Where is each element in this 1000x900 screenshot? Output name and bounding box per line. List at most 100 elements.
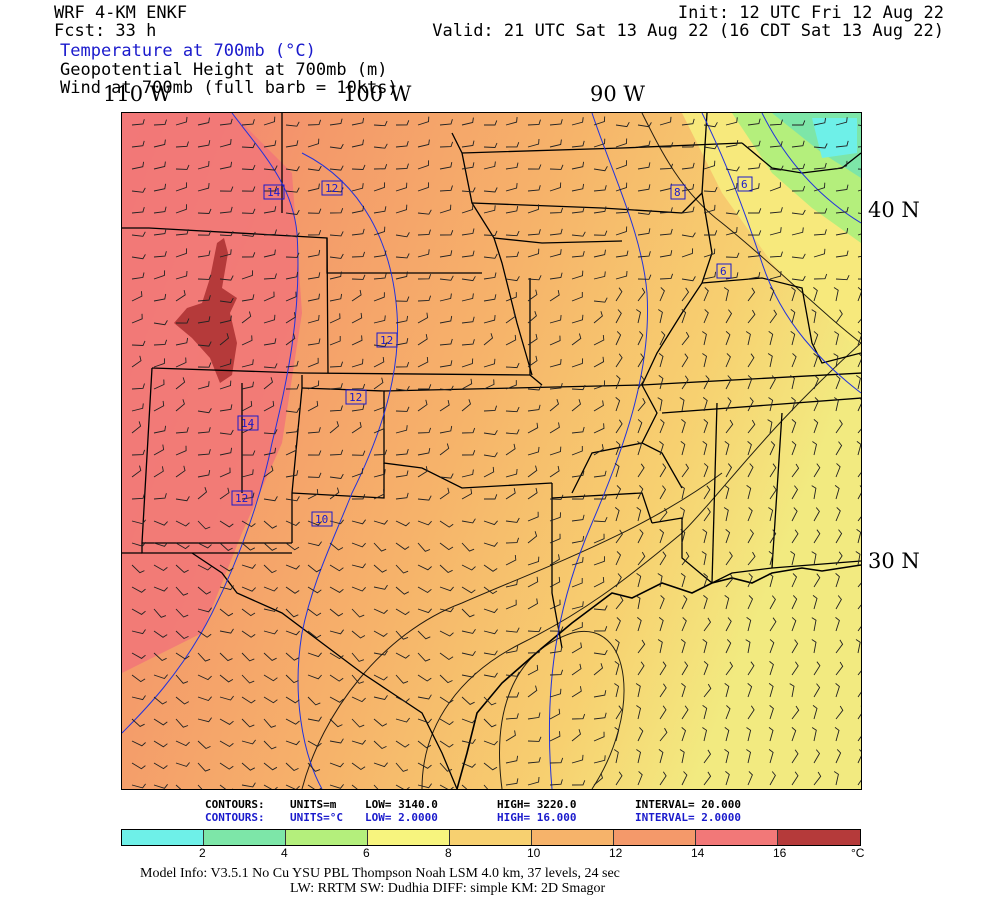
wind-barb: [439, 718, 454, 726]
wind-barb: [835, 683, 840, 698]
wind-barb: [549, 182, 562, 192]
wind-barb: [659, 441, 664, 456]
wind-barb: [703, 595, 708, 610]
wind-barb: [417, 399, 428, 412]
wind-barb: [219, 429, 234, 435]
wind-barb: [219, 608, 234, 617]
wind-barb: [395, 385, 410, 392]
wind-barb: [745, 331, 751, 346]
wind-barb: [131, 355, 142, 368]
wind-barb: [329, 208, 344, 214]
wind-barb: [769, 639, 775, 654]
gulf-coastline: [456, 564, 861, 789]
wind-barb: [681, 162, 695, 170]
wind-barb: [527, 333, 538, 346]
field-temperature-label: Temperature at 700mb (°C): [60, 41, 316, 61]
wind-barb: [219, 564, 234, 572]
wind-barb: [285, 271, 299, 280]
wind-barb: [351, 784, 365, 789]
wind-barb: [703, 187, 718, 193]
wind-barb: [746, 485, 752, 500]
wind-barb: [285, 542, 300, 551]
wind-barb: [461, 228, 475, 236]
wind-barb: [811, 551, 817, 566]
wind-barb: [373, 564, 387, 573]
weather-map[interactable]: 14 12 8 6 6 12: [121, 112, 862, 790]
wind-barb: [285, 470, 299, 478]
wind-barb: [505, 380, 517, 390]
wind-barb: [769, 251, 783, 258]
wind-barb: [175, 496, 190, 502]
wind-barb: [790, 375, 795, 390]
wind-barb: [813, 182, 826, 192]
wind-barb: [153, 652, 167, 662]
wind-barb: [593, 444, 604, 456]
wind-barb: [483, 629, 498, 635]
wind-barb: [724, 683, 730, 698]
wind-barb: [812, 441, 818, 456]
wind-barb: [549, 359, 562, 368]
wind-barb: [813, 507, 820, 522]
wind-barb: [505, 406, 520, 413]
wind-barb: [703, 617, 712, 632]
wind-barb: [835, 507, 841, 522]
wind-barb: [747, 441, 752, 456]
wind-barb: [483, 784, 489, 789]
wind-barb: [813, 397, 820, 412]
wind-barb: [285, 333, 296, 346]
wind-barb: [241, 652, 255, 662]
wind-barb: [637, 551, 646, 566]
wind-barb: [417, 182, 429, 192]
height-contours: [301, 113, 861, 789]
wind-barb: [505, 142, 520, 148]
wind-barb: [483, 740, 498, 746]
wind-barb: [747, 705, 755, 720]
wind-barb: [307, 338, 321, 346]
wind-barb: [285, 674, 299, 684]
wind-barb: [417, 762, 432, 769]
wind-barb: [307, 740, 322, 747]
contour-label: 6: [737, 176, 753, 192]
wind-barb: [241, 608, 256, 617]
wind-barb: [373, 164, 388, 170]
wind-barb: [175, 164, 190, 170]
wind-barb: [351, 358, 364, 368]
wind-barb: [483, 762, 498, 771]
wind-barb: [285, 630, 300, 636]
wind-barb: [153, 784, 168, 789]
wind-barb: [791, 227, 804, 236]
wind-barb: [615, 226, 628, 236]
wind-barb: [593, 400, 604, 412]
wind-barb: [483, 718, 497, 728]
wind-barb: [417, 116, 430, 126]
wind-barb: [703, 309, 709, 324]
wind-barb: [197, 117, 210, 126]
wind-barb: [747, 771, 753, 786]
wind-barb: [703, 204, 716, 214]
wind-barb: [263, 696, 278, 704]
wind-barb: [483, 520, 498, 526]
wind-barb: [131, 493, 145, 500]
wind-barb: [461, 250, 475, 258]
wind-barb: [197, 250, 211, 258]
wind-barb: [241, 186, 256, 192]
wind-barb: [571, 622, 583, 632]
wind-barb: [351, 450, 366, 456]
wind-barb: [197, 230, 212, 236]
wind-barb: [307, 165, 322, 171]
wind-barb: [791, 617, 797, 632]
wind-barb: [263, 314, 276, 324]
wind-barb: [307, 119, 322, 126]
wind-barb: [351, 139, 364, 148]
wind-barb: [549, 708, 561, 720]
wind-barb: [571, 250, 585, 258]
wind-barb: [857, 749, 861, 764]
wind-barb: [395, 564, 409, 574]
wind-barb: [483, 405, 498, 412]
wind-barb: [153, 358, 165, 368]
wind-barb: [549, 731, 561, 742]
wind-barb: [835, 639, 844, 654]
wind-barb: [307, 400, 319, 412]
wind-barb: [769, 463, 777, 478]
wind-barb: [791, 209, 806, 215]
